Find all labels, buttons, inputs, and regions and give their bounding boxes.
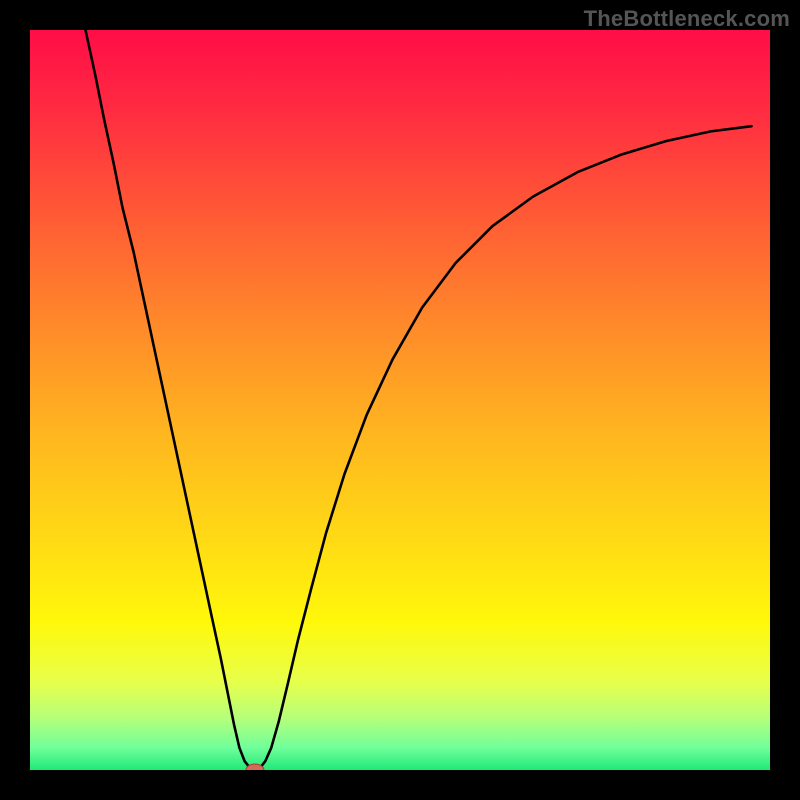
watermark-text: TheBottleneck.com bbox=[584, 6, 790, 32]
bottleneck-chart bbox=[30, 30, 770, 770]
gradient-background bbox=[30, 30, 770, 770]
